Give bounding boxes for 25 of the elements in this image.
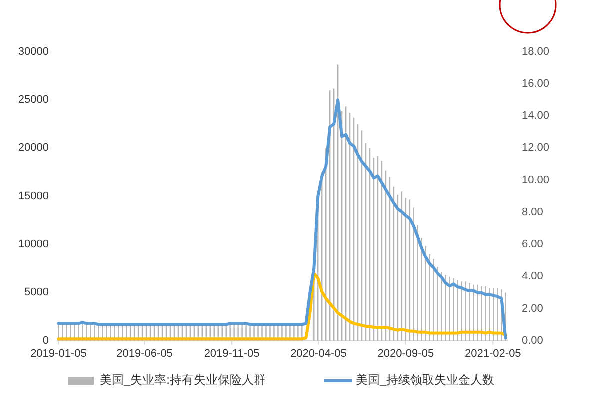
legend-label: 美国_失业率:持有失业保险人群: [100, 373, 266, 388]
y2-tick-label: 16.00: [522, 78, 550, 90]
y2-tick-label: 4.00: [522, 270, 544, 283]
y2-tick-label: 14.00: [522, 110, 550, 122]
y2-tick-label: 2.00: [522, 302, 544, 315]
y-tick-label: 5000: [24, 286, 49, 299]
y-tick-label: 20000: [18, 142, 49, 154]
x-tick-label: 2020-09-05: [378, 348, 434, 360]
x-tick-label: 2019-01-05: [30, 348, 87, 360]
y2-tick-label: 12.00: [522, 142, 550, 154]
y2-tick-label: 8.00: [522, 206, 544, 218]
y2-tick-label: 18.00: [522, 46, 550, 58]
y-tick-label: 0: [42, 334, 49, 347]
x-tick-label: 2021-02-05: [465, 348, 522, 360]
y-tick-label: 25000: [18, 94, 49, 106]
x-tick-label: 2020-04-05: [290, 348, 347, 360]
legend-label: 美国_持续领取失业金人数: [356, 373, 495, 388]
y-tick-label: 10000: [18, 238, 49, 251]
y-tick-label: 30000: [18, 46, 49, 58]
x-tick-label: 2019-11-05: [204, 348, 260, 360]
y-tick-label: 15000: [18, 190, 49, 202]
y2-tick-label: 6.00: [522, 238, 544, 251]
y2-tick-label: 0.00: [522, 334, 544, 347]
y2-tick-label: 10.00: [522, 174, 550, 186]
x-tick-label: 2019-06-05: [116, 348, 173, 360]
